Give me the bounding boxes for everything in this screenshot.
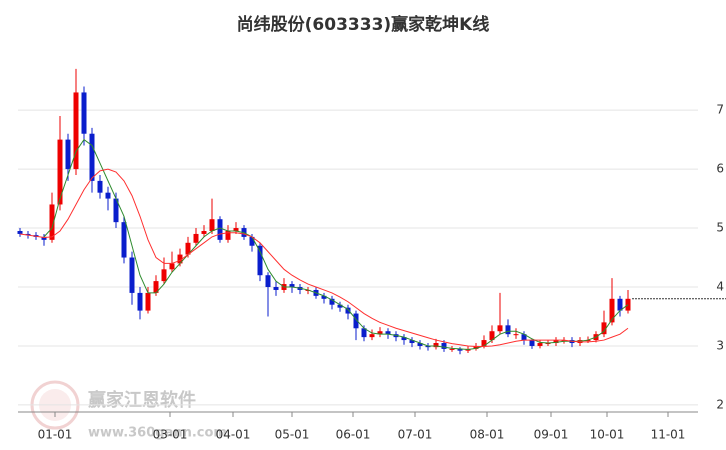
- watermark-name: 赢家江恩软件: [88, 389, 196, 411]
- x-tick-label: 08-01: [470, 428, 505, 442]
- candle-body: [409, 340, 415, 344]
- x-tick-label: 03-01: [153, 428, 188, 442]
- candle-body: [65, 139, 71, 170]
- candle-body: [89, 133, 95, 181]
- y-tick-label: 7: [716, 103, 724, 117]
- candle-body: [289, 284, 295, 288]
- candle-body: [225, 231, 231, 240]
- candle-body: [337, 304, 343, 308]
- candle-body: [217, 219, 223, 240]
- candle-body: [321, 295, 327, 299]
- candle-body: [489, 331, 495, 341]
- candle-body: [329, 298, 335, 305]
- y-tick-label: 3: [716, 338, 724, 352]
- candle-body: [609, 298, 615, 323]
- x-tick-label: 09-01: [534, 428, 569, 442]
- y-tick-label: 5: [716, 221, 724, 235]
- candle-body: [457, 348, 463, 351]
- candle-body: [417, 343, 423, 346]
- candle-body: [257, 245, 263, 276]
- candle-body: [41, 236, 47, 240]
- x-tick-label: 11-01: [651, 428, 686, 442]
- candle-body: [441, 343, 447, 349]
- x-tick-label: 06-01: [336, 428, 371, 442]
- candle-body: [529, 340, 535, 346]
- candle-body: [537, 343, 543, 346]
- candle-body: [97, 180, 103, 193]
- candle-body: [153, 281, 159, 293]
- candle-body: [25, 233, 31, 236]
- candle-body: [209, 219, 215, 231]
- candle-body: [17, 231, 23, 234]
- candle-body: [497, 325, 503, 332]
- candle-body: [425, 345, 431, 348]
- candle-body: [265, 275, 271, 288]
- candle-body: [481, 340, 487, 346]
- candle-body: [129, 257, 135, 293]
- candle-body: [361, 328, 367, 338]
- candle-body: [145, 292, 151, 311]
- candle-body: [73, 92, 79, 170]
- candle-body: [81, 92, 87, 134]
- y-tick-label: 4: [716, 280, 724, 294]
- candle-body: [601, 322, 607, 335]
- candle-body: [369, 334, 375, 338]
- candle-body: [385, 331, 391, 335]
- x-tick-label: 01-01: [38, 428, 73, 442]
- candle-body: [201, 231, 207, 234]
- candle-body: [353, 313, 359, 329]
- candle-body: [185, 242, 191, 255]
- x-tick-label: 04-01: [216, 428, 251, 442]
- candle-body: [161, 269, 167, 282]
- candle-body: [57, 139, 63, 205]
- candle-body: [273, 287, 279, 290]
- candle-body: [521, 334, 527, 341]
- candle-body: [49, 204, 55, 240]
- candle-body: [617, 298, 623, 311]
- candle-body: [449, 348, 455, 350]
- chart-title: 尚纬股份(603333)赢家乾坤K线: [237, 14, 490, 35]
- x-tick-label: 10-01: [590, 428, 625, 442]
- watermark-url: www.360gann.com: [88, 426, 227, 441]
- x-tick-label: 05-01: [275, 428, 310, 442]
- candle-body: [169, 263, 175, 270]
- y-tick-label: 6: [716, 162, 724, 176]
- candle-body: [249, 236, 255, 246]
- candle-body: [473, 345, 479, 349]
- candle-body: [121, 222, 127, 258]
- candle-body: [401, 337, 407, 341]
- candle-body: [513, 334, 519, 336]
- candle-body: [177, 254, 183, 264]
- candle-body: [105, 192, 111, 199]
- candle-body: [505, 325, 511, 335]
- candle-body: [345, 307, 351, 314]
- x-tick-label: 07-01: [398, 428, 433, 442]
- candle-body: [553, 340, 559, 344]
- candle-body: [433, 343, 439, 348]
- y-tick-label: 2: [716, 397, 724, 411]
- moving-average-line: [43, 138, 629, 351]
- candle-body: [377, 331, 383, 335]
- candle-body: [137, 292, 143, 311]
- moving-average-line: [19, 168, 629, 348]
- candle-body: [113, 198, 119, 223]
- candle-body: [233, 228, 239, 231]
- candle-body: [193, 233, 199, 243]
